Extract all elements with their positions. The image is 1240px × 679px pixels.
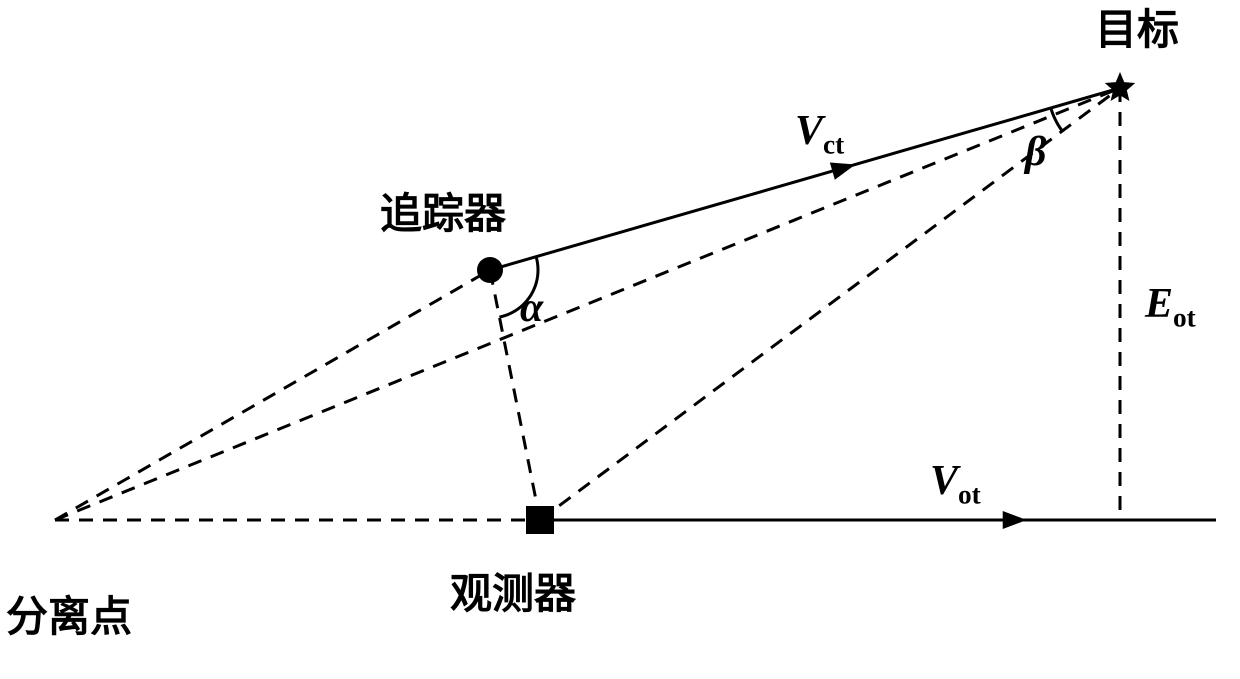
separation-label: 分离点 <box>6 583 132 644</box>
vct-label: Vct <box>795 107 844 160</box>
eot-var: E <box>1145 281 1173 327</box>
geometry-diagram: 目标 追踪器 观测器 分离点 α β Vct Vot Eot <box>0 0 1240 674</box>
eot-label: Eot <box>1145 280 1196 333</box>
observer-label: 观测器 <box>450 560 576 621</box>
vot-var: V <box>930 458 958 504</box>
vct-sub: ct <box>823 129 844 159</box>
diagram-svg <box>0 0 1240 674</box>
beta-label: β <box>1025 128 1047 176</box>
eot-sub: ot <box>1173 302 1196 332</box>
alpha-label: α <box>520 284 543 332</box>
vot-label: Vot <box>930 457 981 510</box>
vot-sub: ot <box>958 479 981 509</box>
target-label: 目标 <box>1095 0 1179 57</box>
chaser-label: 追踪器 <box>380 180 506 241</box>
vct-var: V <box>795 108 823 154</box>
